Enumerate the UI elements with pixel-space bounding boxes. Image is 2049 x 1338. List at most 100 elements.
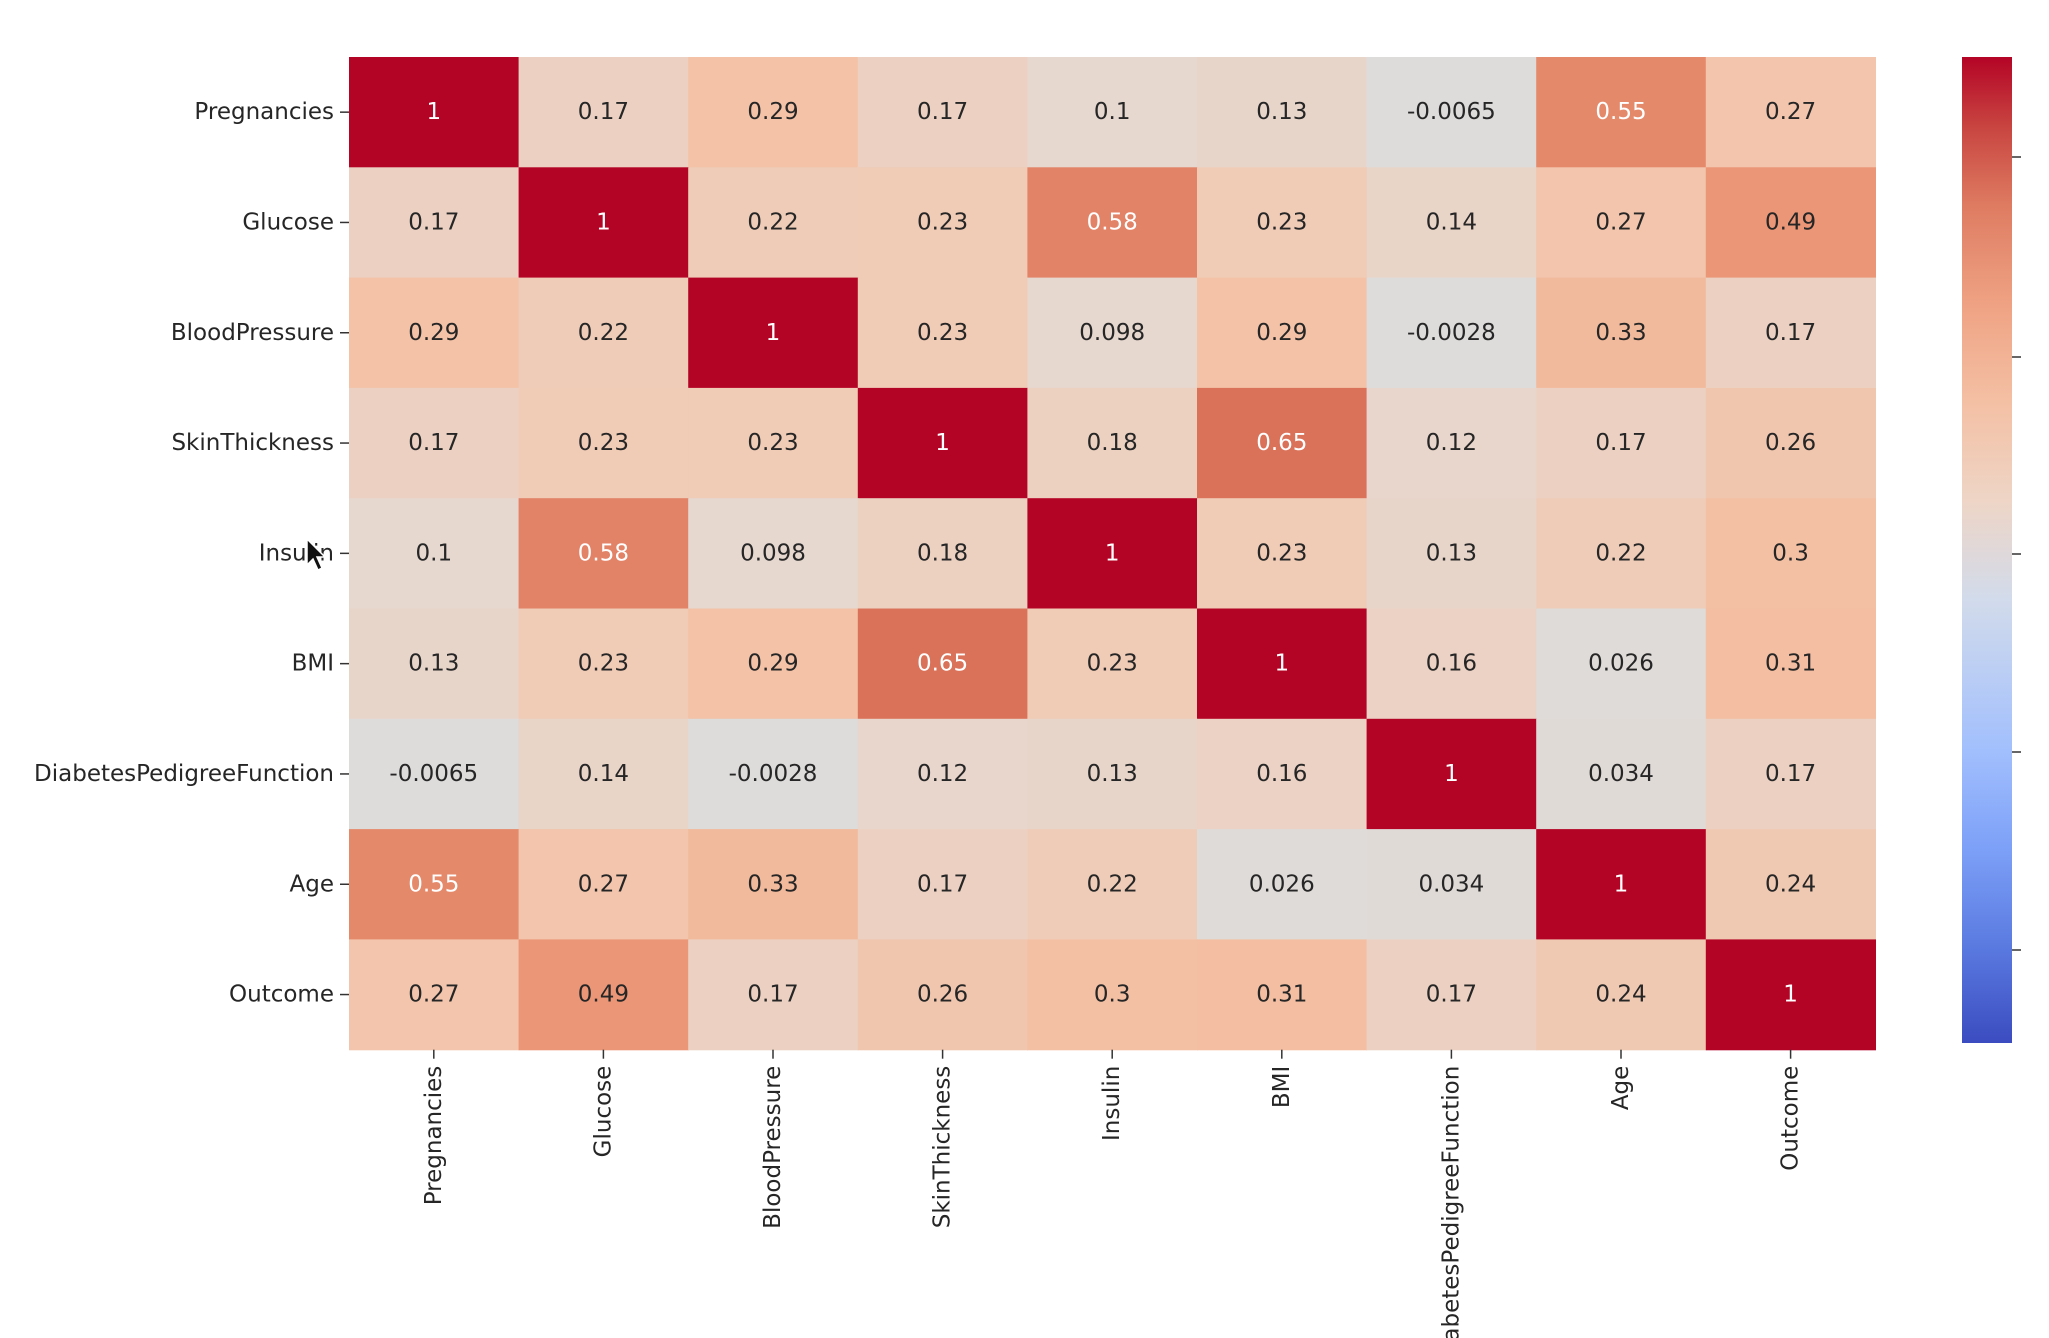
heatmap-cell — [1536, 608, 1707, 720]
cell-value-label: 0.14 — [1426, 210, 1477, 236]
heatmap-cell — [1197, 939, 1368, 1051]
heatmap-cell — [688, 167, 859, 279]
cell-value-label: 0.23 — [1256, 210, 1307, 236]
cell-value-label: 0.13 — [1256, 99, 1307, 125]
cell-value-label: 1 — [1105, 540, 1120, 566]
cell-value-label: 0.27 — [1595, 210, 1646, 236]
heatmap-cell — [518, 718, 689, 830]
heatmap-cell — [857, 387, 1028, 499]
heatmap-cell — [518, 387, 689, 499]
cell-value-label: 0.31 — [1256, 982, 1307, 1008]
colorbar-gradient — [1962, 57, 2012, 1043]
heatmap-cell — [349, 829, 520, 940]
cell-value-label: 1 — [1614, 871, 1629, 897]
heatmap-cell — [688, 829, 859, 940]
cell-value-label: 0.17 — [1765, 761, 1816, 787]
cell-value-label: 0.13 — [1087, 761, 1138, 787]
heatmap-cell — [1027, 829, 1198, 940]
cell-value-label: 0.17 — [747, 982, 798, 1008]
cell-value-label: 0.55 — [1595, 99, 1646, 125]
cell-value-label: 0.65 — [1256, 430, 1307, 456]
y-tick-label: Pregnancies — [194, 99, 334, 125]
cell-value-label: -0.0065 — [1407, 99, 1496, 125]
cell-value-label: 0.23 — [747, 430, 798, 456]
x-tick-label: Outcome — [1778, 1066, 1804, 1171]
cell-value-label: 0.31 — [1765, 651, 1816, 677]
heatmap-cell — [1027, 57, 1198, 168]
heatmap-cell — [688, 608, 859, 720]
cell-value-label: 0.23 — [1256, 540, 1307, 566]
heatmap-cell — [1027, 718, 1198, 830]
cell-value-label: 1 — [426, 99, 441, 125]
heatmap-cell — [1366, 167, 1537, 279]
cell-value-label: 0.23 — [578, 430, 629, 456]
x-tick-label: DiabetesPedigreeFunction — [1438, 1066, 1464, 1338]
cell-value-label: 0.1 — [416, 540, 453, 566]
cell-value-label: 0.55 — [408, 871, 459, 897]
y-tick-label: BMI — [292, 651, 334, 677]
heatmap-cell — [1366, 387, 1537, 499]
heatmap-cell — [1027, 167, 1198, 279]
x-tick-labels: Pregnancies Glucose BloodPressure SkinThick… — [421, 1049, 1804, 1338]
heatmap-cell — [1536, 939, 1707, 1051]
heatmap-cell — [688, 718, 859, 830]
heatmap-cell — [688, 939, 859, 1051]
x-tick-label: Age — [1608, 1066, 1634, 1110]
y-tick-label: SkinThickness — [171, 430, 334, 456]
cell-value-label: 0.29 — [747, 99, 798, 125]
cell-value-label: 0.58 — [578, 540, 629, 566]
cell-value-label: 0.3 — [1772, 540, 1809, 566]
cell-value-label: 0.23 — [917, 210, 968, 236]
heatmap-cell — [1366, 498, 1537, 610]
cell-value-label: 0.12 — [917, 761, 968, 787]
heatmap-cell — [1536, 277, 1707, 389]
heatmap-cell — [349, 387, 520, 499]
heatmap-cell — [857, 498, 1028, 610]
heatmap-cell — [518, 57, 689, 168]
mouse-pointer-icon — [306, 538, 327, 572]
heatmap-cell — [1705, 829, 1876, 940]
heatmap-cell — [1705, 718, 1876, 830]
heatmap-cell — [518, 939, 689, 1051]
heatmap-cell — [1366, 277, 1537, 389]
heatmap-cell — [688, 387, 859, 499]
heatmap-cell — [688, 498, 859, 610]
heatmap-cell — [1536, 718, 1707, 830]
cell-value-label: 1 — [596, 210, 611, 236]
cell-value-label: 0.034 — [1588, 761, 1654, 787]
heatmap-cell — [1705, 498, 1876, 610]
cell-value-label: 0.33 — [1595, 320, 1646, 346]
heatmap-cell — [518, 608, 689, 720]
cell-value-label: 0.49 — [578, 982, 629, 1008]
heatmap-cell — [1705, 167, 1876, 279]
cell-value-label: 0.14 — [578, 761, 629, 787]
x-tick-label: BMI — [1269, 1066, 1295, 1108]
heatmap-cell — [1366, 939, 1537, 1051]
heatmap-cell — [1197, 498, 1368, 610]
heatmap-cell — [349, 498, 520, 610]
cell-value-label: 0.16 — [1426, 651, 1477, 677]
heatmap-cell — [1536, 387, 1707, 499]
cell-value-label: 0.58 — [1087, 210, 1138, 236]
cell-value-label: 0.13 — [1426, 540, 1477, 566]
y-tick-label: Outcome — [229, 982, 334, 1008]
cell-value-label: 0.17 — [1426, 982, 1477, 1008]
cell-value-label: 1 — [1274, 651, 1289, 677]
cell-value-label: 0.29 — [747, 651, 798, 677]
heatmap-cell — [349, 608, 520, 720]
heatmap-cell — [1027, 498, 1198, 610]
cell-value-label: 1 — [766, 320, 781, 346]
heatmap-cell — [1705, 57, 1876, 168]
heatmap-cell — [1197, 829, 1368, 940]
heatmap-cell — [1197, 608, 1368, 720]
heatmap-cell — [518, 829, 689, 940]
heatmap-cell — [518, 277, 689, 389]
cell-value-label: 1 — [935, 430, 950, 456]
cell-value-label: 0.3 — [1094, 982, 1131, 1008]
cell-value-label: 0.22 — [578, 320, 629, 346]
heatmap-cell — [349, 277, 520, 389]
heatmap-cell — [857, 939, 1028, 1051]
y-tick-label: BloodPressure — [171, 320, 334, 346]
heatmap-cell — [1027, 277, 1198, 389]
